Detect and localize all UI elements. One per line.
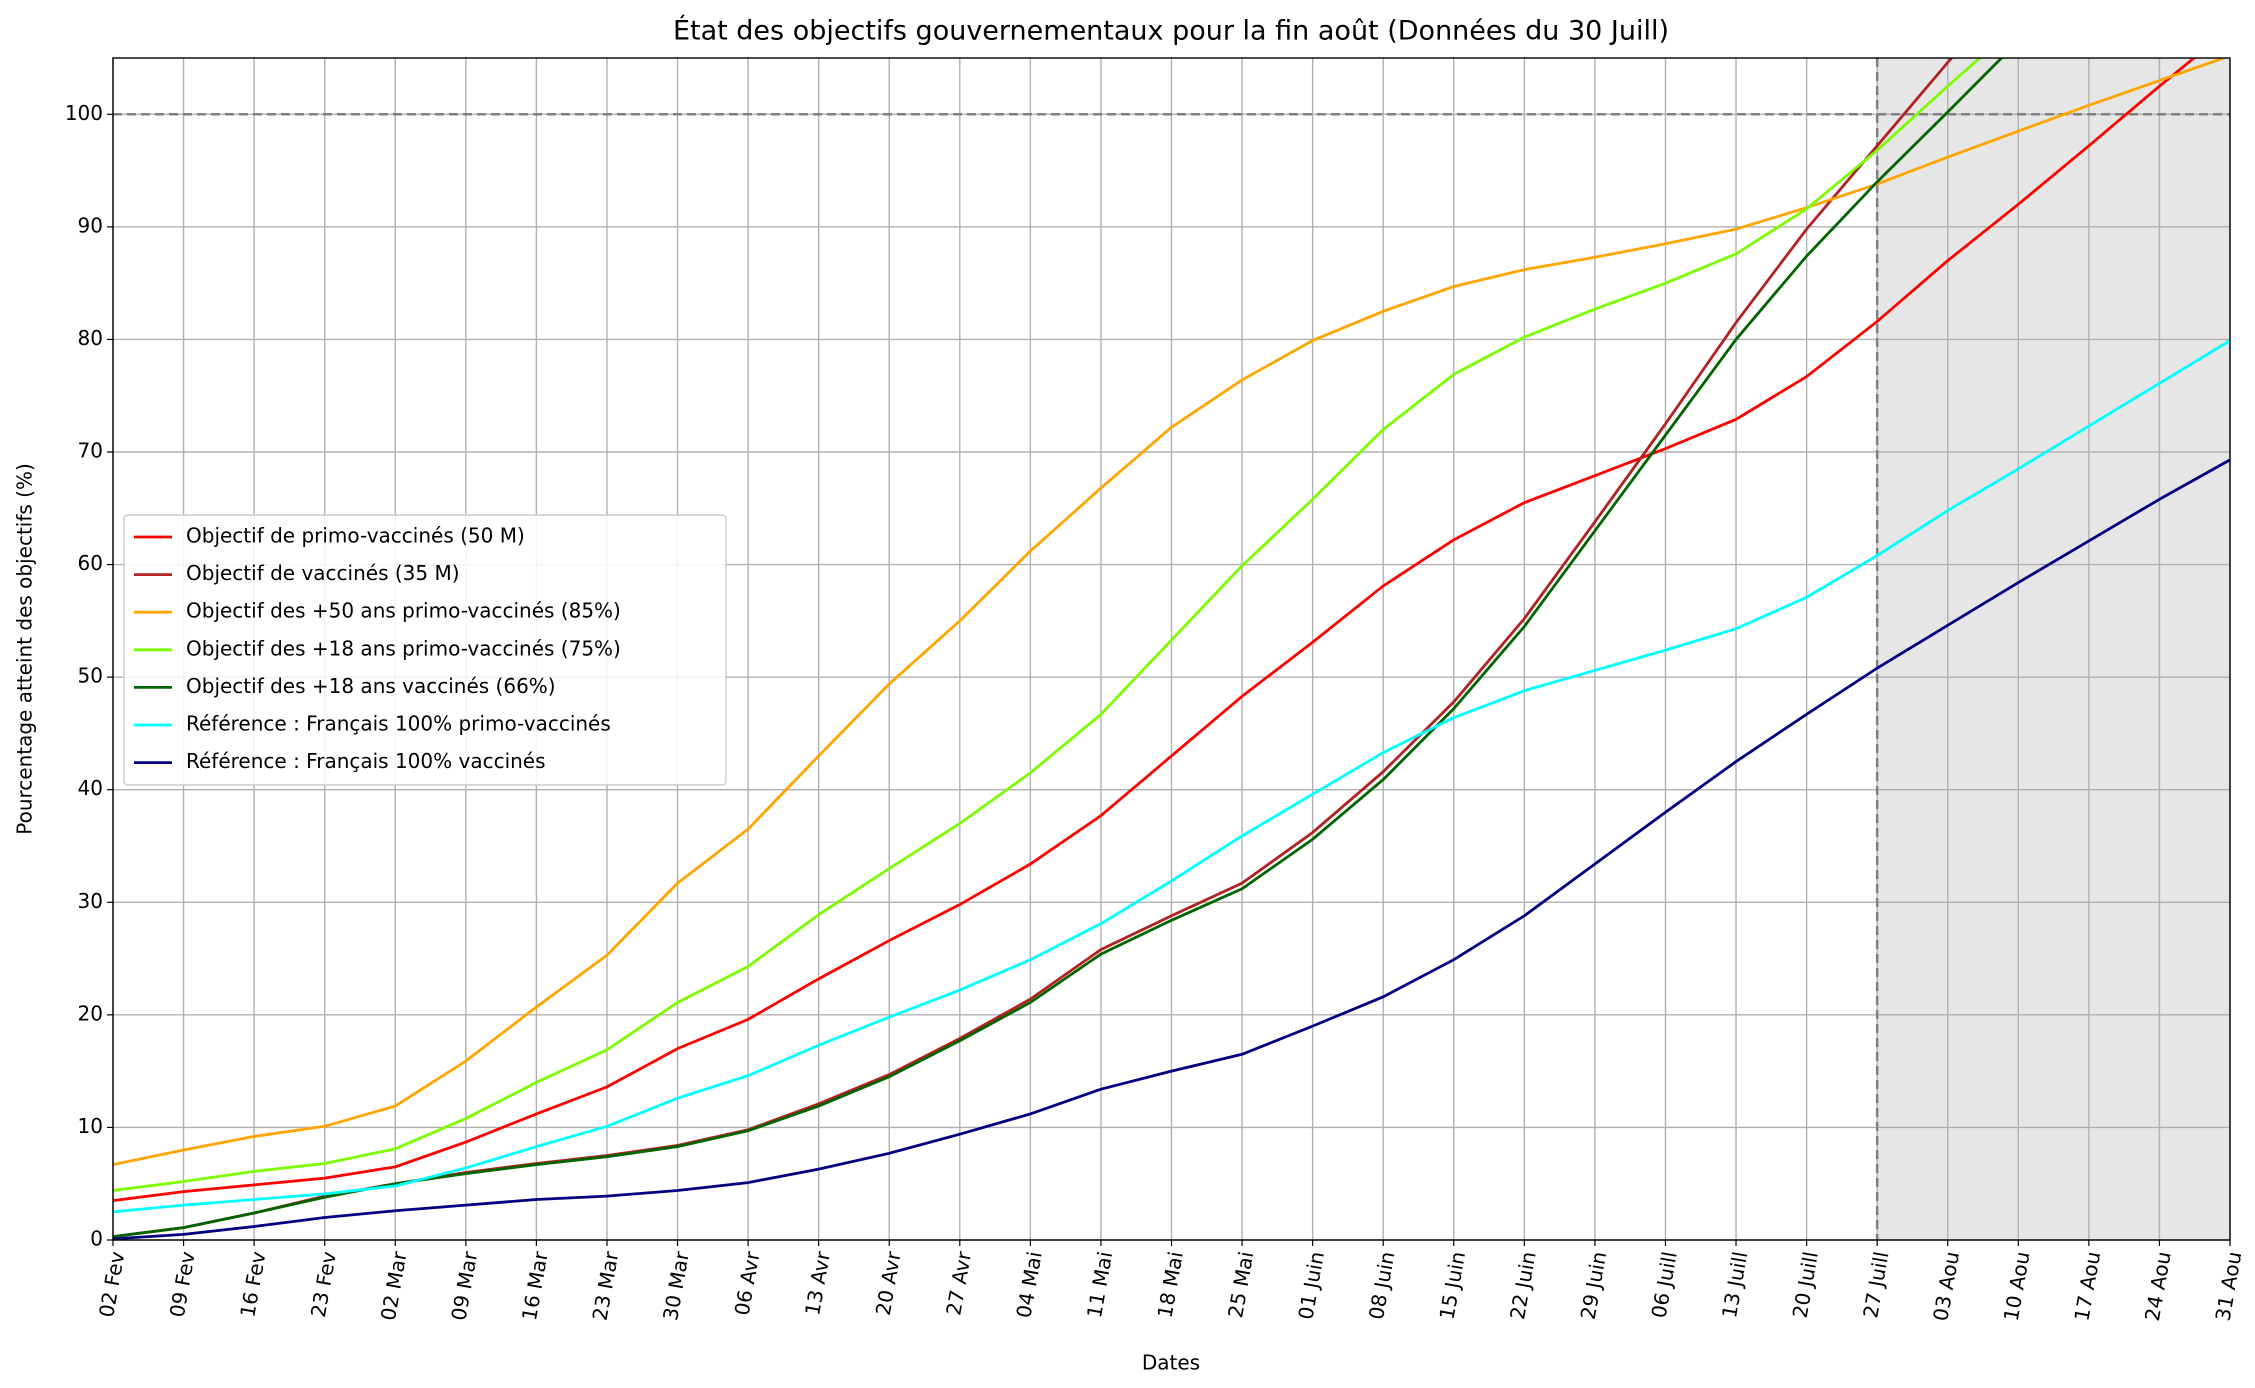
y-tick-label: 0 bbox=[90, 1227, 103, 1251]
x-tick-label: 06 Avr bbox=[730, 1249, 765, 1317]
series-line bbox=[113, 58, 2004, 1239]
x-tick-label: 27 Juill bbox=[1858, 1250, 1893, 1320]
legend-label: Objectif des +50 ans primo-vaccinés (85%… bbox=[186, 599, 621, 623]
x-tick-label: 25 Mai bbox=[1223, 1250, 1258, 1320]
y-tick-label: 80 bbox=[78, 326, 103, 350]
x-tick-label: 27 Avr bbox=[941, 1249, 976, 1317]
x-tick-label: 23 Fev bbox=[306, 1249, 341, 1319]
legend: Objectif de primo-vaccinés (50 M) Objecti… bbox=[123, 514, 727, 786]
x-tick-label: 03 Aou bbox=[1928, 1250, 1964, 1323]
y-tick-label: 90 bbox=[78, 213, 103, 237]
x-tick-label: 13 Juill bbox=[1717, 1250, 1752, 1320]
legend-label: Objectif de vaccinés (35 M) bbox=[186, 561, 460, 585]
chart-title: État des objectifs gouvernementaux pour … bbox=[673, 15, 1669, 47]
x-tick-label: 30 Mar bbox=[658, 1249, 694, 1322]
x-tick-label: 15 Juin bbox=[1435, 1250, 1471, 1322]
x-tick-label: 04 Mai bbox=[1011, 1250, 1046, 1320]
x-tick-label: 08 Juin bbox=[1364, 1250, 1400, 1322]
plot-frame bbox=[112, 57, 2231, 1241]
legend-label: Référence : Français 100% vaccinés bbox=[186, 749, 546, 773]
x-axis-label: Dates bbox=[1142, 1351, 1200, 1375]
series-line bbox=[113, 458, 2230, 1240]
x-tick-label: 16 Fev bbox=[235, 1249, 270, 1319]
legend-box bbox=[123, 514, 727, 786]
x-tick-label: 29 Juin bbox=[1576, 1250, 1612, 1322]
series-line bbox=[113, 58, 2197, 1202]
x-tick-label: 09 Mar bbox=[446, 1249, 482, 1322]
y-axis-label: Pourcentage atteint des objectifs (%) bbox=[13, 463, 37, 835]
y-tick-label: 40 bbox=[78, 776, 103, 800]
legend-label: Objectif des +18 ans primo-vaccinés (75%… bbox=[186, 636, 621, 660]
x-tick-label: 09 Fev bbox=[165, 1249, 200, 1319]
legend-label: Objectif des +18 ans vaccinés (66%) bbox=[186, 674, 556, 698]
y-tick-label: 50 bbox=[78, 664, 103, 688]
x-tick-label: 20 Avr bbox=[871, 1249, 906, 1317]
projection-shade bbox=[1877, 58, 2230, 1240]
plot-lines bbox=[113, 58, 2230, 1240]
x-tick-label: 01 Juin bbox=[1293, 1250, 1329, 1322]
series-line bbox=[113, 58, 1982, 1192]
x-tick-label: 16 Mar bbox=[517, 1249, 553, 1322]
x-tick-label: 24 Aou bbox=[2140, 1250, 2176, 1323]
x-tick-label: 06 Juill bbox=[1647, 1250, 1682, 1320]
x-tick-label: 11 Mai bbox=[1082, 1250, 1117, 1320]
legend-label: Référence : Français 100% primo-vaccinés bbox=[186, 712, 611, 736]
series-line bbox=[113, 58, 2228, 1166]
y-tick-label: 30 bbox=[78, 889, 103, 913]
y-tick-label: 100 bbox=[65, 101, 103, 125]
x-tick-label: 13 Avr bbox=[800, 1249, 835, 1317]
x-tick-label: 10 Aou bbox=[1999, 1250, 2035, 1323]
x-tick-label: 17 Aou bbox=[2069, 1250, 2105, 1323]
x-tick-label: 31 Aou bbox=[2211, 1250, 2247, 1323]
y-tick-label: 20 bbox=[78, 1001, 103, 1025]
series-line bbox=[113, 339, 2230, 1214]
y-tick-label: 70 bbox=[78, 439, 103, 463]
y-tick-label: 60 bbox=[78, 551, 103, 575]
x-tick-label: 02 Mar bbox=[376, 1249, 412, 1322]
x-tick-label: 20 Juill bbox=[1788, 1250, 1823, 1320]
legend-label: Objectif de primo-vaccinés (50 M) bbox=[186, 524, 525, 548]
y-tick-label: 10 bbox=[78, 1114, 103, 1138]
x-tick-label: 22 Juin bbox=[1505, 1250, 1541, 1322]
x-tick-label: 23 Mar bbox=[588, 1249, 624, 1322]
x-tick-label: 02 Fev bbox=[94, 1249, 129, 1319]
x-tick-label: 18 Mai bbox=[1153, 1250, 1188, 1320]
